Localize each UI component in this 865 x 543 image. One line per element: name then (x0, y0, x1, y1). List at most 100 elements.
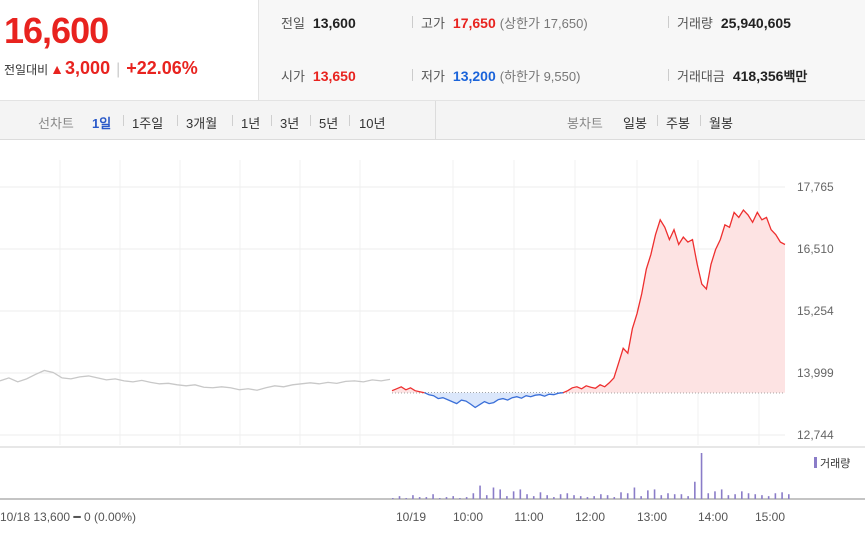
rise-price-line (391, 386, 425, 394)
volume-bar (438, 498, 441, 499)
volume-bar (579, 496, 582, 499)
volume-bar (707, 493, 710, 499)
tab-period-3y[interactable]: 3년 (280, 116, 300, 131)
volume-bar (546, 495, 548, 499)
stat-value: 17,650 (452, 15, 496, 31)
rise-price-line (562, 208, 786, 394)
fall-area-fill (424, 392, 564, 408)
volume-bar (754, 494, 757, 499)
stat-value: 418,356 (732, 68, 784, 84)
volume-bar (593, 496, 595, 499)
tab-divider (349, 115, 350, 126)
volume-bar (741, 491, 743, 499)
tab-divider (271, 115, 272, 126)
rise-area-fill (563, 210, 785, 393)
volume-bar (694, 481, 696, 499)
volume-legend-swatch (814, 457, 817, 468)
stat-high: 고가 17,650 (상한가 17,650) (421, 13, 588, 32)
volume-bar (418, 497, 421, 499)
volume-bar (506, 496, 508, 499)
volume-bar (720, 489, 723, 499)
tab-divider (700, 115, 701, 126)
volume-bar (647, 490, 649, 499)
stat-prev-close: 전일 13,600 (281, 13, 356, 32)
y-tick-label: 15,254 (797, 304, 834, 318)
volume-bar (519, 489, 522, 499)
stat-unit: 백만 (783, 69, 808, 84)
volume-bar (687, 496, 689, 499)
stat-divider (668, 69, 669, 81)
volume-bar (573, 495, 575, 499)
tab-divider (232, 115, 233, 126)
volume-bar (472, 493, 475, 499)
line-chart-label: 선차트 (38, 116, 74, 131)
x-axis-labels: 10/19 10:00 11:00 12:00 13:00 14:00 15:00 (396, 510, 785, 524)
volume-bar (559, 494, 562, 499)
volume-bar (539, 492, 542, 499)
volume-bar (653, 489, 656, 499)
stat-label: 고가 (421, 16, 445, 31)
price-panel: 16,600 전일대비 ▲ 3,000 | +22.06% (0, 0, 258, 100)
tab-period-5y[interactable]: 5년 (319, 116, 339, 131)
tab-candle-weekly[interactable]: 주봉 (666, 116, 690, 131)
volume-bar (532, 496, 535, 499)
stat-volume: 거래량 25,940,605 (677, 13, 791, 32)
stat-sub: (상한가 17,650) (499, 16, 588, 31)
volume-bar (398, 496, 401, 499)
y-tick-label: 12,744 (797, 428, 834, 442)
volume-bar (586, 497, 589, 499)
tab-period-3m[interactable]: 3개월 (186, 116, 218, 131)
tab-divider (177, 115, 178, 126)
volume-bar (633, 487, 636, 499)
tab-period-1w[interactable]: 1주일 (132, 116, 164, 131)
tab-period-10y[interactable]: 10년 (359, 116, 386, 131)
previous-session-line (0, 369, 391, 391)
tab-period-1y[interactable]: 1년 (241, 116, 261, 131)
stat-value: 13,600 (312, 15, 356, 31)
volume-bar (499, 489, 501, 499)
change-amount: 3,000 (65, 58, 111, 78)
volume-bar (566, 493, 569, 499)
volume-bar (526, 494, 528, 499)
volume-bar (673, 494, 676, 499)
volume-bar (445, 497, 448, 499)
stat-low: 저가 13,200 (하한가 9,550) (421, 66, 580, 85)
x-tick-label: 12:00 (575, 510, 605, 524)
volume-legend-label: 거래량 (820, 457, 850, 470)
x-tick-label: 14:00 (698, 510, 728, 524)
volume-bar (767, 496, 770, 499)
current-price: 16,600 (4, 10, 109, 51)
x-tick-label: 10:00 (453, 510, 483, 524)
price-change: 전일대비 ▲ 3,000 | +22.06% (4, 58, 198, 79)
x-tick-label: 13:00 (637, 510, 667, 524)
volume-bar (774, 493, 777, 499)
chart-grid (0, 160, 865, 500)
tab-period-1d[interactable]: 1일 (92, 116, 112, 131)
stat-label: 거래대금 (677, 69, 725, 84)
volume-bar (392, 498, 394, 499)
tab-candle-monthly[interactable]: 월봉 (709, 116, 733, 131)
volume-bar (781, 492, 783, 499)
volume-bar (613, 497, 616, 499)
volume-bar (479, 485, 481, 499)
stat-divider (412, 16, 413, 28)
volume-bar (734, 494, 736, 499)
volume-bar (553, 497, 555, 499)
y-tick-label: 13,999 (797, 366, 834, 380)
y-tick-label: 16,510 (797, 242, 834, 256)
stat-label: 거래량 (677, 16, 713, 31)
change-label: 전일대비 (4, 63, 49, 77)
y-tick-label: 17,765 (797, 180, 834, 194)
volume-bar (459, 498, 461, 499)
stat-label: 전일 (281, 16, 305, 31)
volume-bar (727, 495, 730, 499)
volume-bar (452, 496, 455, 499)
volume-bar (412, 495, 414, 499)
volume-bar (606, 495, 609, 499)
fall-price-line (424, 392, 564, 409)
tab-candle-daily[interactable]: 일봉 (623, 116, 647, 131)
tab-divider (657, 115, 658, 126)
volume-bar (700, 453, 703, 499)
chart-price-lines (0, 208, 786, 409)
candle-chart-label: 봉차트 (567, 116, 603, 131)
